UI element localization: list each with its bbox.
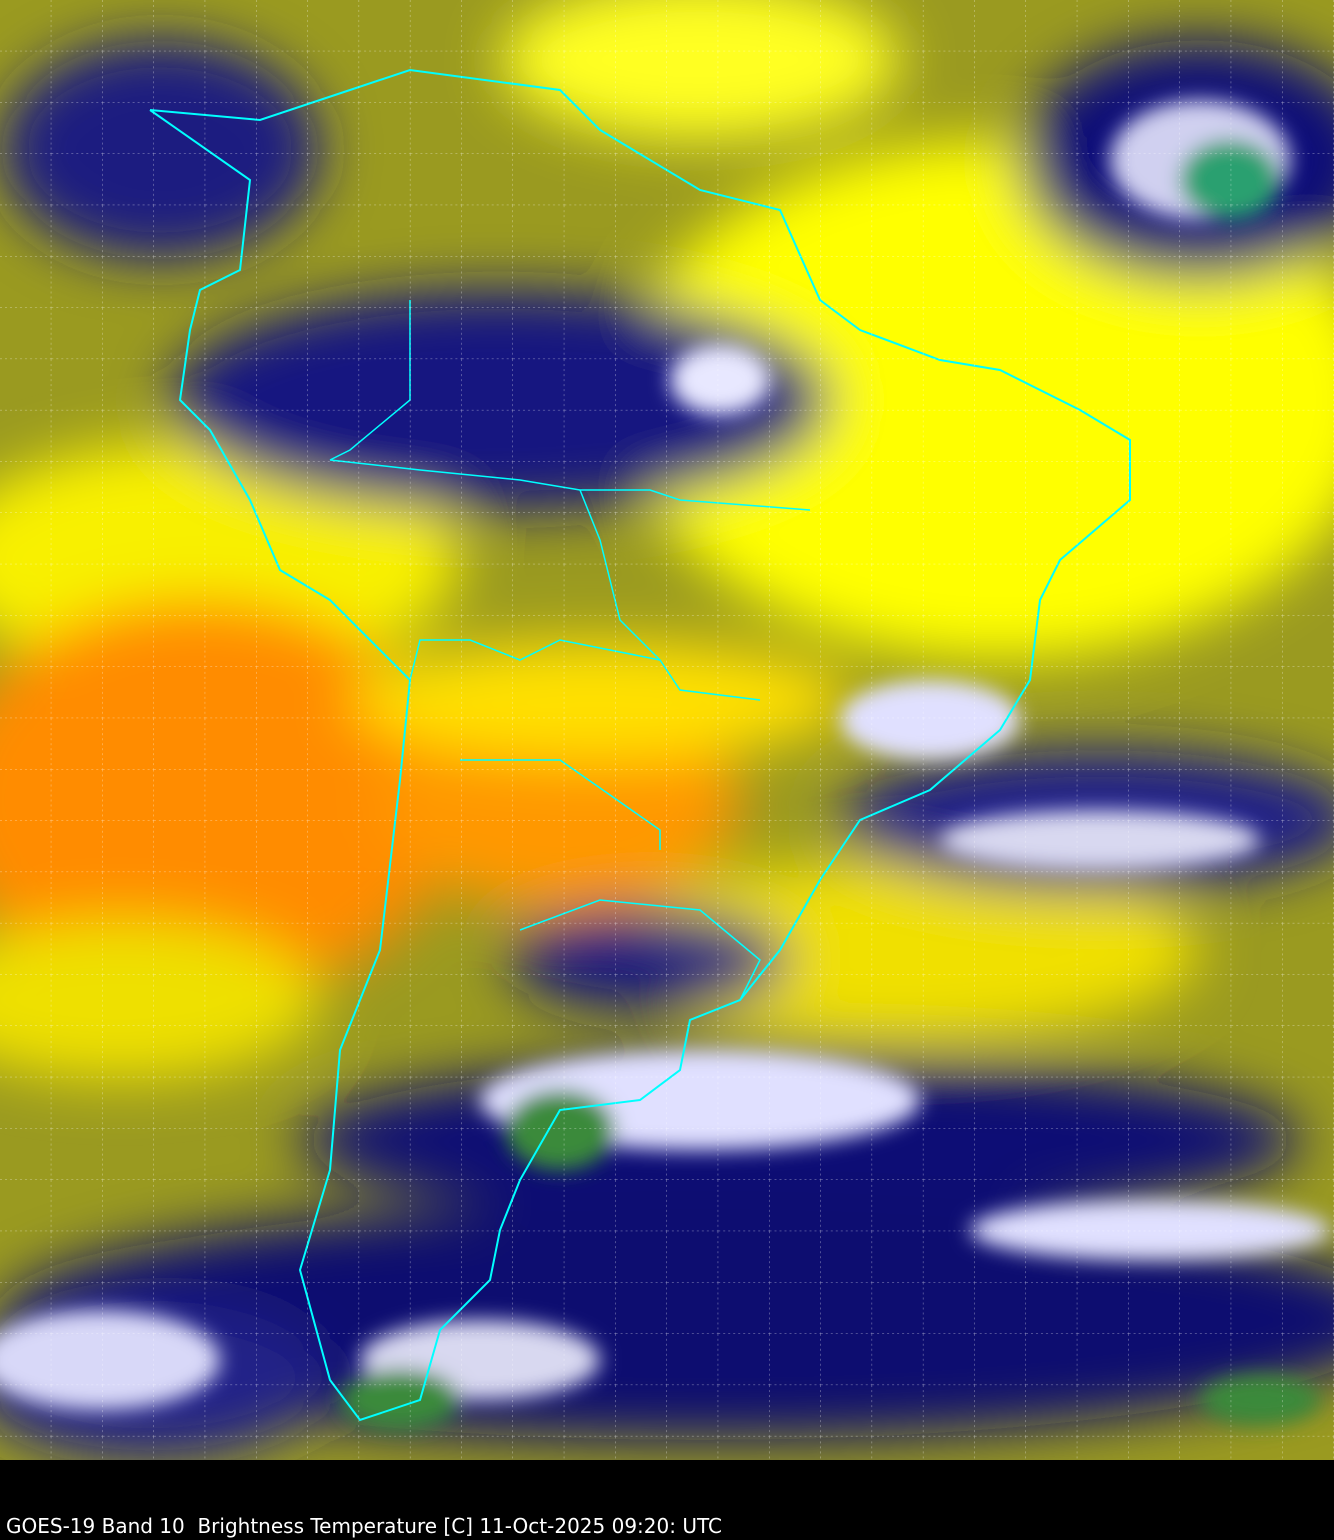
lat-lon-grid — [0, 0, 1334, 1460]
image-caption: GOES-19 Band 10 Brightness Temperature [… — [6, 1514, 722, 1538]
water-vapor-map — [0, 0, 1334, 1460]
